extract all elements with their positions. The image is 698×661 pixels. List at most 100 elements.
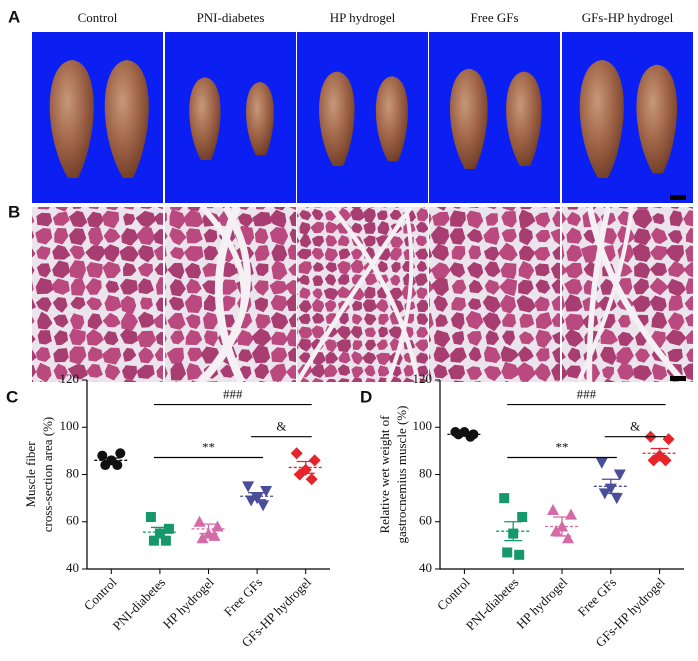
fiber [326,378,337,382]
muscle [636,64,678,174]
fiber [32,316,35,325]
fiber [685,245,693,262]
fiber [86,262,103,278]
fiber [136,226,156,245]
fiber [351,366,364,378]
fiber [351,376,363,382]
point [499,493,510,504]
fiber [85,278,102,295]
fiber [390,274,401,286]
fiber [550,262,560,280]
fiber [566,227,582,244]
fiber [519,313,535,328]
point [562,532,574,544]
fiber [184,294,203,313]
fiber [651,227,668,245]
fiber [535,329,553,349]
fiber [535,279,551,294]
fiber [416,221,428,233]
fiber [70,278,86,296]
fiber [350,207,365,221]
fiber [416,299,428,313]
fiber [602,366,614,380]
fiber [533,247,551,261]
fiber [121,310,138,331]
fiber [432,211,450,226]
fiber [672,381,682,382]
fiber [567,347,581,363]
fiber [88,227,104,247]
fiber [483,227,500,245]
fiber [450,347,467,363]
fiber [165,261,168,275]
point [293,468,306,481]
fiber [562,363,568,381]
fiber [69,328,86,346]
fiber [70,313,85,330]
fiber [429,353,431,360]
fiber [535,230,551,243]
point [211,520,224,532]
scale-bar [670,376,686,381]
fiber [632,295,651,312]
fiber [350,325,363,339]
fiber [323,287,339,301]
fiber [535,382,552,398]
histology [562,207,693,382]
fiber [336,286,352,298]
fiber [484,279,500,295]
fiber [483,246,500,261]
fiber [466,228,483,243]
fiber [165,366,168,379]
group-label: HP hydrogel [330,10,396,25]
fiber [652,363,668,380]
fiber [297,237,300,244]
fiber [311,208,324,221]
y-tick-label: 40 [419,560,432,575]
fiber [451,331,465,345]
panel-label: B [8,202,20,221]
fiber [466,210,484,229]
fiber [667,230,683,244]
fiber [533,363,551,382]
fiber [287,347,296,363]
fiber [323,364,338,378]
fiber [269,280,288,295]
point [245,495,258,507]
fiber [671,207,680,209]
fiber [324,299,337,312]
fiber [312,288,323,300]
fiber [429,313,434,330]
fiber [466,366,483,380]
fiber [311,377,324,382]
fiber [683,210,693,227]
fiber [186,278,202,294]
fiber [299,221,311,236]
point [595,457,608,469]
fiber [32,379,34,382]
fiber [297,304,298,309]
fiber [352,313,363,325]
fiber [123,379,136,382]
fiber [287,244,296,261]
fiber [36,362,52,382]
fiber [69,346,87,365]
fiber [617,362,635,380]
fiber [580,244,600,263]
fiber [504,380,510,382]
fiber [154,263,163,276]
fiber [683,363,693,381]
fiber [325,235,338,247]
fiber [255,263,269,277]
fiber [106,207,119,211]
fiber [154,212,163,225]
fiber [137,330,157,348]
fiber [337,364,351,376]
fiber [377,221,390,236]
fiber [156,365,163,380]
fiber [311,247,325,260]
fiber [93,381,99,382]
fiber [502,330,516,346]
fiber [32,248,36,258]
